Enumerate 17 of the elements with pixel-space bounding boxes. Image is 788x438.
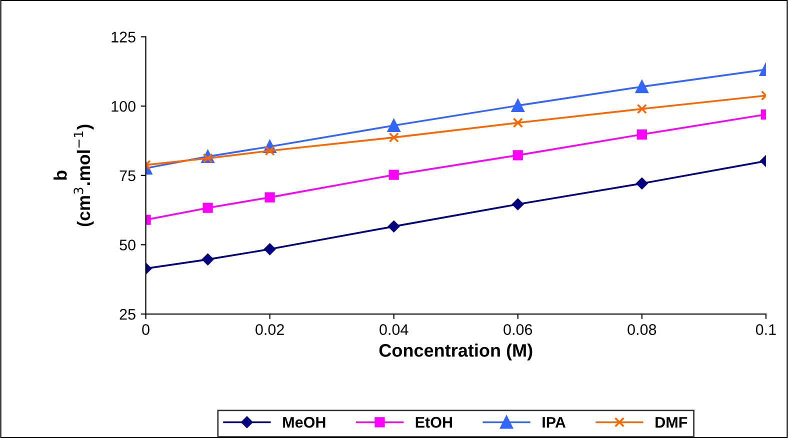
x-tick-label: 0	[142, 324, 150, 335]
y-tick-label: 100	[112, 100, 136, 112]
x-tick-label: 0.1	[756, 324, 776, 335]
x-tick-label: 0.04	[380, 324, 408, 335]
legend-label: EtOH	[416, 416, 452, 428]
x-axis-title: Concentration (M)	[379, 344, 532, 360]
y-tick-label: 25	[120, 308, 136, 320]
x-tick-label: 0.08	[628, 324, 656, 335]
legend-label: MeOH	[283, 416, 326, 428]
legend-label: DMF	[656, 417, 688, 428]
y-tick-label: 125	[112, 32, 136, 42]
x-tick-label: 0.06	[504, 324, 532, 335]
x-tick-label: 0.02	[256, 324, 284, 335]
y-axis-title: b (cm$^{3}$.mol$^{−1}$)	[54, 124, 94, 226]
legend-label: IPA	[542, 417, 566, 428]
y-tick-label: 50	[120, 240, 136, 250]
y-tick-label: 75	[120, 170, 136, 182]
